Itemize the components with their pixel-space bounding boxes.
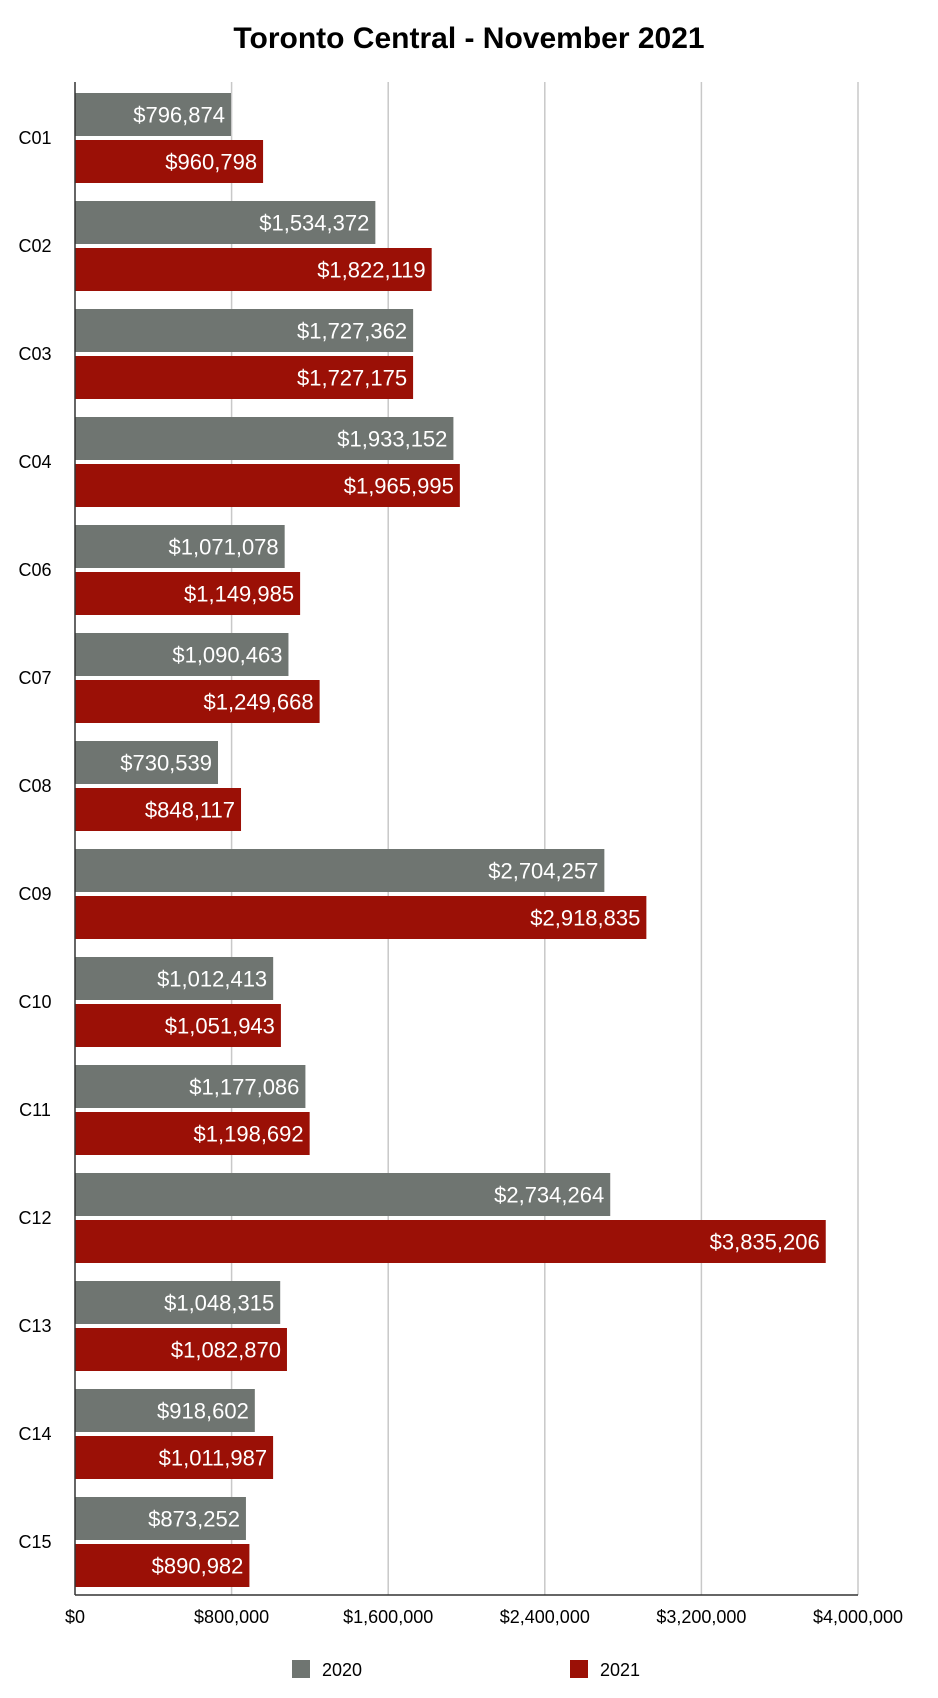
x-tick-label: $800,000 bbox=[194, 1607, 269, 1627]
chart-title: Toronto Central - November 2021 bbox=[233, 22, 705, 55]
data-label: $1,051,943 bbox=[165, 1014, 275, 1039]
data-label: $1,071,078 bbox=[169, 535, 279, 560]
data-label: $918,602 bbox=[157, 1399, 249, 1424]
bar-2020-C13 bbox=[75, 1281, 281, 1324]
axes bbox=[74, 82, 858, 1596]
category-label: C01 bbox=[18, 128, 51, 148]
bar-2021-C07 bbox=[75, 680, 320, 723]
x-tick-label: $0 bbox=[65, 1607, 85, 1627]
category-label: C14 bbox=[18, 1424, 51, 1444]
bar-2021-C14 bbox=[75, 1436, 274, 1479]
data-label: $1,933,152 bbox=[337, 427, 447, 452]
bar-2020-C10 bbox=[75, 957, 274, 1000]
category-label: C10 bbox=[18, 992, 51, 1012]
legend-swatch-2020 bbox=[292, 1660, 310, 1678]
category-label: C03 bbox=[18, 344, 51, 364]
category-labels: C01 C02 C03 C04 C06 C07 C08 C09 C10 C11 C12 C13 C14 C… bbox=[18, 128, 51, 1552]
category-label: C13 bbox=[18, 1316, 51, 1336]
data-label: $1,727,175 bbox=[297, 366, 407, 391]
bars: $796,874 $960,798 $1,534,372 $1,822,119 $1,7… bbox=[75, 93, 826, 1587]
data-label: $960,798 bbox=[165, 150, 257, 175]
data-label: $1,012,413 bbox=[157, 967, 267, 992]
legend-label: 2021 bbox=[600, 1660, 640, 1680]
data-label: $1,090,463 bbox=[172, 643, 282, 668]
category-label: C15 bbox=[18, 1532, 51, 1552]
data-label: $1,048,315 bbox=[164, 1291, 274, 1316]
data-label: $848,117 bbox=[145, 798, 235, 823]
category-label: C02 bbox=[18, 236, 51, 256]
x-tick-label: $4,000,000 bbox=[813, 1607, 903, 1627]
data-label: $1,727,362 bbox=[297, 319, 407, 344]
bar-2021-C08 bbox=[75, 788, 242, 831]
legend: 2020 2021 bbox=[292, 1660, 640, 1680]
data-label: $1,177,086 bbox=[189, 1075, 299, 1100]
data-label: $3,835,206 bbox=[710, 1230, 820, 1255]
data-label: $2,734,264 bbox=[494, 1183, 604, 1208]
data-label: $2,918,835 bbox=[530, 906, 640, 931]
data-label: $1,082,870 bbox=[171, 1338, 281, 1363]
category-label: C11 bbox=[19, 1100, 51, 1120]
bar-2021-C13 bbox=[75, 1328, 287, 1371]
data-label: $1,198,692 bbox=[194, 1122, 304, 1147]
x-tick-label: $1,600,000 bbox=[343, 1607, 433, 1627]
bar-2020-C09 bbox=[75, 849, 605, 892]
bar-2020-C07 bbox=[75, 633, 289, 676]
bar-2021-C12 bbox=[75, 1220, 826, 1263]
bar-2021-C11 bbox=[75, 1112, 310, 1155]
bar-2020-C11 bbox=[75, 1065, 306, 1108]
bar-2020-C15 bbox=[75, 1497, 246, 1540]
category-label: C07 bbox=[18, 668, 51, 688]
data-label: $2,704,257 bbox=[488, 859, 598, 884]
category-label: C04 bbox=[18, 452, 51, 472]
bar-2021-C03 bbox=[75, 356, 414, 399]
data-label: $730,539 bbox=[120, 751, 212, 776]
x-tick-label: $2,400,000 bbox=[500, 1607, 590, 1627]
bar-2020-C14 bbox=[75, 1389, 255, 1432]
data-label: $1,149,985 bbox=[184, 582, 294, 607]
bar-2020-C02 bbox=[75, 201, 376, 244]
bar-2020-C08 bbox=[75, 741, 219, 784]
data-label: $1,534,372 bbox=[259, 211, 369, 236]
bar-2021-C09 bbox=[75, 896, 647, 939]
bar-2020-C12 bbox=[75, 1173, 611, 1216]
bar-2021-C04 bbox=[75, 464, 460, 507]
bar-2021-C15 bbox=[75, 1544, 250, 1587]
bar-2021-C10 bbox=[75, 1004, 281, 1047]
data-label: $796,874 bbox=[133, 103, 225, 128]
bar-2020-C03 bbox=[75, 309, 414, 352]
legend-label: 2020 bbox=[322, 1660, 362, 1680]
data-label: $1,965,995 bbox=[344, 474, 454, 499]
x-tick-labels: $0 $800,000 $1,600,000 $2,400,000 $3,200,000… bbox=[65, 1607, 903, 1627]
x-tick-label: $3,200,000 bbox=[656, 1607, 746, 1627]
category-label: C06 bbox=[18, 560, 51, 580]
data-label: $890,982 bbox=[152, 1554, 244, 1579]
bar-2020-C01 bbox=[75, 93, 231, 136]
category-label: C08 bbox=[18, 776, 51, 796]
data-label: $873,252 bbox=[148, 1507, 240, 1532]
legend-swatch-2021 bbox=[570, 1660, 588, 1678]
category-label: C09 bbox=[18, 884, 51, 904]
bar-2021-C02 bbox=[75, 248, 432, 291]
bar-2020-C06 bbox=[75, 525, 285, 568]
data-label: $1,822,119 bbox=[317, 258, 425, 283]
category-label: C12 bbox=[18, 1208, 51, 1228]
bar-2020-C04 bbox=[75, 417, 454, 460]
bar-2021-C06 bbox=[75, 572, 301, 615]
data-label: $1,249,668 bbox=[204, 690, 314, 715]
bar-2021-C01 bbox=[75, 140, 264, 183]
grid-lines bbox=[230, 82, 859, 1595]
data-label: $1,011,987 bbox=[159, 1446, 267, 1471]
